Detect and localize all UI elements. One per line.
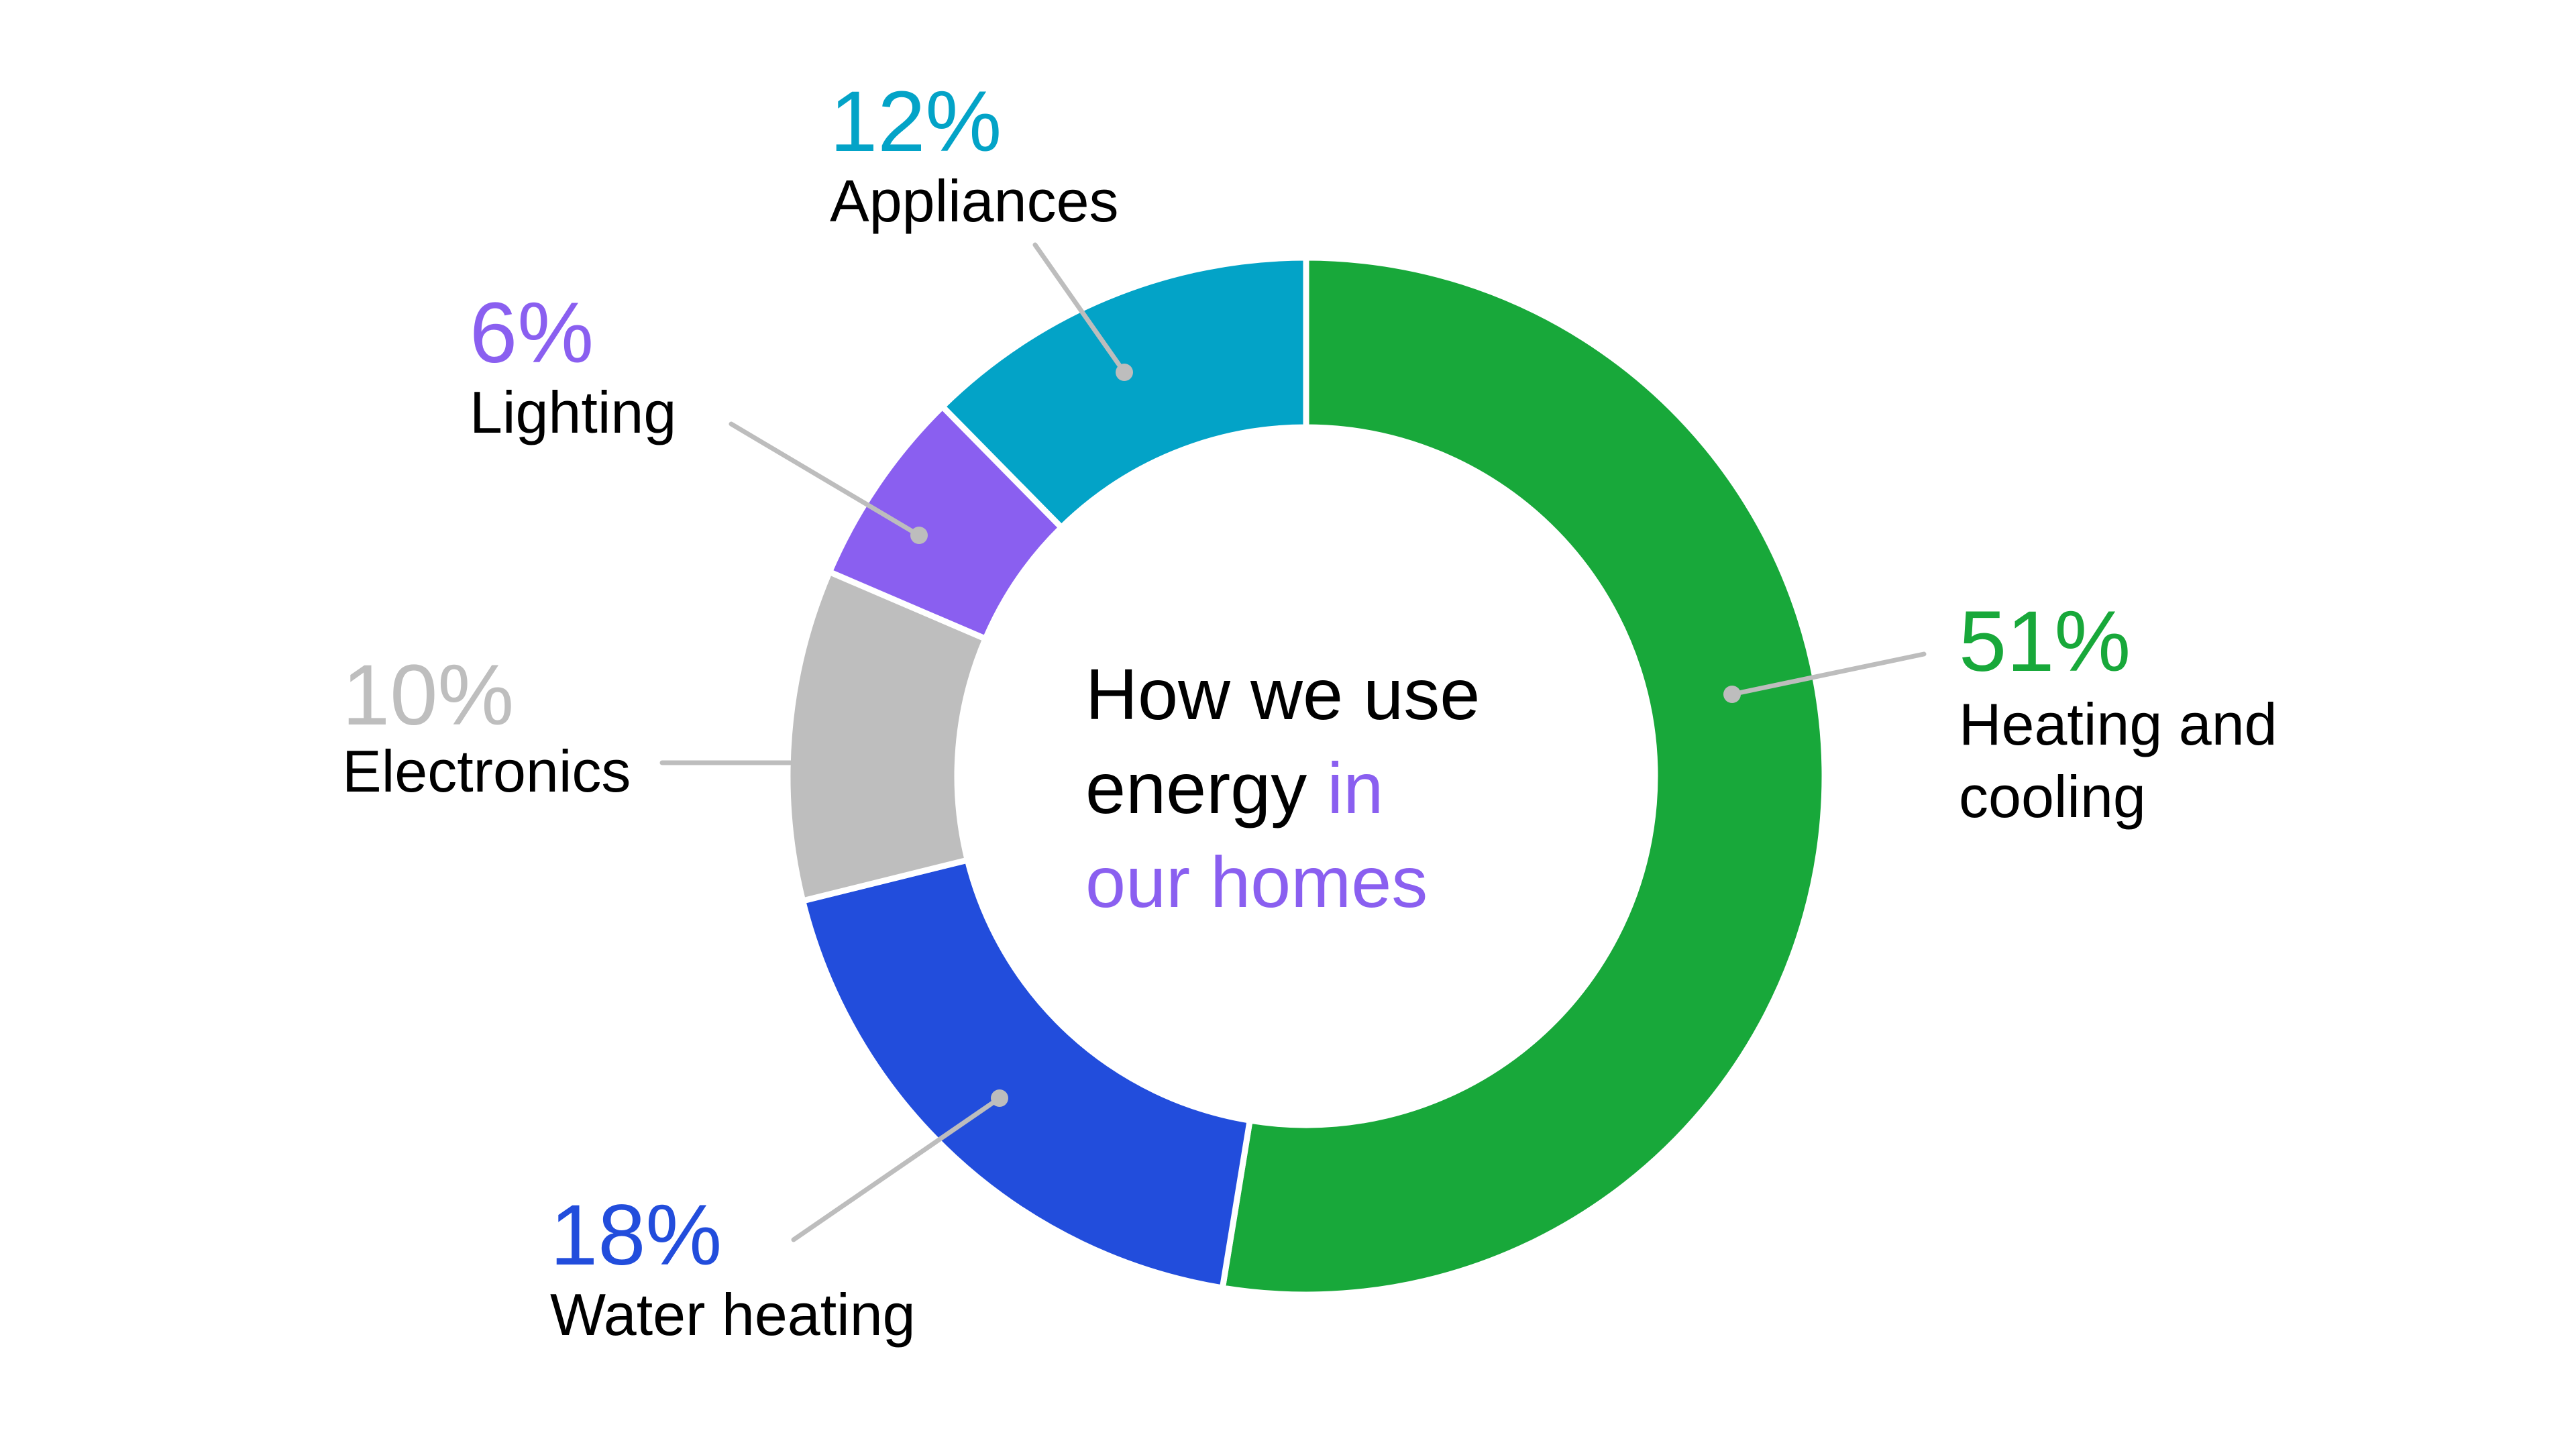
slice-category-label: Water heating xyxy=(550,1281,916,1348)
slice-water-heating xyxy=(800,857,1253,1291)
chart-title-text: How we use xyxy=(1085,653,1480,735)
slice-category-label: Electronics xyxy=(342,738,631,804)
data-label-percent: 12% xyxy=(830,74,1002,170)
slice-category-label: Appliances xyxy=(830,168,1119,234)
leader-line xyxy=(1729,651,1927,697)
leader-dot xyxy=(1723,686,1741,703)
leader-line xyxy=(729,421,922,538)
chart-title: How we use energy in our homes xyxy=(1085,653,1480,922)
leader-dot xyxy=(1116,364,1133,381)
slice-category-label-line: Water heating xyxy=(550,1281,916,1348)
donut-slices xyxy=(784,254,1828,1298)
chart-title-highlight: in xyxy=(1307,747,1383,828)
slice-category-label: Heating and cooling xyxy=(1959,691,2277,830)
leader-dot xyxy=(910,527,928,544)
leader-dot xyxy=(991,1089,1008,1107)
slice-category-label-line: Electronics xyxy=(342,738,631,804)
leader-line xyxy=(791,1095,1002,1242)
slice-category-label-line: cooling xyxy=(1959,763,2146,830)
chart-title-text: energy xyxy=(1085,747,1307,828)
data-label-percent: 10% xyxy=(342,647,514,743)
data-label-percent: 6% xyxy=(470,285,594,381)
slice-category-label-line: Lighting xyxy=(470,379,676,445)
slice-heating-and-cooling xyxy=(1219,254,1828,1298)
leader-lines xyxy=(659,242,1927,1242)
slice-category-label-line: Appliances xyxy=(830,168,1119,234)
slice-category-label: Lighting xyxy=(470,379,676,445)
slice-appliances xyxy=(939,254,1309,531)
slice-category-label-line: Heating and xyxy=(1959,691,2277,757)
leader-line xyxy=(1032,242,1127,375)
slice-labels: 51%Heating and cooling 18%Water heating 10%… xyxy=(342,74,2277,1348)
data-label-percent: 51% xyxy=(1959,594,2131,690)
data-label-percent: 18% xyxy=(550,1187,722,1283)
chart-title-highlight: our homes xyxy=(1085,841,1428,922)
